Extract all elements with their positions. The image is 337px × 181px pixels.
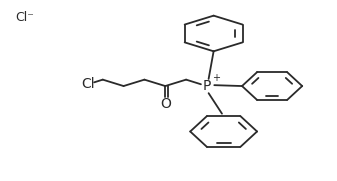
Text: Cl: Cl xyxy=(81,77,95,91)
Text: Cl⁻: Cl⁻ xyxy=(15,11,34,24)
Text: +: + xyxy=(212,73,220,83)
Text: O: O xyxy=(160,97,171,111)
Text: P: P xyxy=(203,79,211,93)
